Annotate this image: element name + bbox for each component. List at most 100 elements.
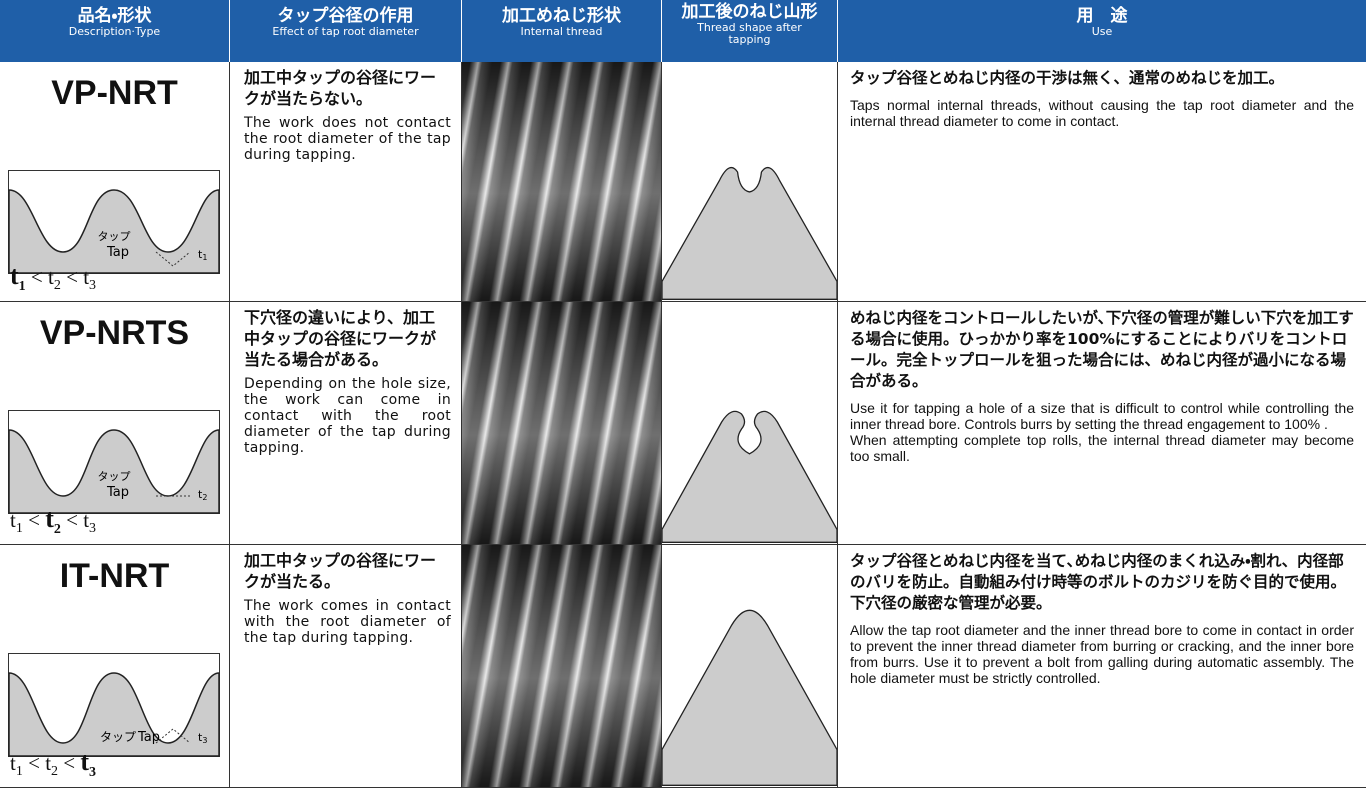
thread-photo [462, 302, 662, 544]
depth-sub: 1 [202, 253, 207, 262]
header-cell: 品名・形状 Description·Type [0, 0, 230, 62]
use-en: Use it for tapping a hole of a size that… [850, 400, 1354, 464]
tap-profile [8, 672, 220, 757]
operator: < [28, 750, 40, 775]
header-ja: 加工めねじ形状 [502, 6, 621, 26]
header-ja: タップ谷径の作用 [277, 6, 414, 26]
thread-shape [661, 166, 838, 300]
tap-diagram: タップ Tap t2 [8, 410, 220, 514]
term-sub: 1 [15, 764, 23, 779]
term-base: t [10, 750, 16, 775]
tap-ja: タップ [100, 730, 136, 744]
shape-cell [661, 62, 838, 301]
operator: < [28, 507, 40, 532]
tap-diagram: タップ Tap t1 [8, 170, 220, 274]
tap-profile [8, 429, 220, 514]
tap-en: Tap [137, 730, 160, 745]
shape-cell [661, 302, 838, 544]
thread-profile [661, 166, 838, 300]
use-ja: タップ谷径とめねじ内径を当て､めねじ内径のまくれ込み・割れ、内径部のバリを防止。… [850, 552, 1347, 612]
formula-term: t2 [48, 265, 61, 293]
header-en: Use [1091, 25, 1113, 38]
header-en: Effect of tap root diameter [272, 25, 419, 38]
effect-cell: 加工中タップの谷径にワークが当たる。 The work comes in con… [230, 545, 462, 787]
term-base: t [83, 507, 90, 532]
term-sub: 2 [53, 278, 61, 293]
product-name: VP-NRT [51, 74, 178, 112]
term-base: t [45, 503, 54, 533]
thread-photo [462, 62, 662, 301]
term-sub: 2 [51, 764, 59, 779]
type-cell: IT-NRT タップ Tap t3 t1 < t2 < t3 [0, 545, 230, 787]
depth-base: t [198, 731, 203, 744]
tap-en: Tap [106, 245, 129, 260]
depth-guide [155, 251, 191, 267]
header-ja: 加工後のねじ山形 [681, 2, 818, 22]
effect-cell: 加工中タップの谷径にワークが当たらない。 The work does not c… [230, 62, 462, 301]
tap-profile [8, 189, 220, 274]
term-sub: 3 [89, 765, 97, 780]
effect-ja: 下穴径の違いにより、加工中タップの谷径にワークが当たる場合がある。 [244, 308, 437, 369]
header-ja: 品名・形状 [77, 6, 152, 26]
table-row: IT-NRT タップ Tap t3 t1 < t2 < t3 加工中タップの谷径に… [0, 545, 1366, 788]
operator: < [66, 507, 78, 532]
thread-profile [661, 410, 838, 543]
formula: t1 < t2 < t3 [10, 261, 96, 295]
depth-label: t1 [198, 248, 207, 262]
effect-en: Depending on the hole size, the work can… [244, 376, 451, 456]
header-en: Thread shape after tapping [697, 21, 802, 46]
thread-photo [462, 545, 662, 787]
term-sub: 1 [18, 279, 26, 294]
formula-term: t3 [80, 747, 96, 780]
depth-base: t [198, 248, 203, 261]
depth-sub: 3 [202, 736, 207, 745]
table-row: VP-NRTS タップ Tap t2 t1 < t2 < t3 下穴径の違いにより… [0, 302, 1366, 545]
use-ja: タップ谷径とめねじ内径の干渉は無く、通常のめねじを加工。 [850, 69, 1285, 87]
formula-term: t1 [10, 260, 26, 294]
term-sub: 3 [89, 521, 97, 536]
formula-term: t2 [45, 503, 61, 537]
term-sub: 2 [53, 522, 61, 537]
term-base: t [83, 264, 90, 289]
tap-ja: タップ [98, 230, 131, 243]
effect-en: The work does not contact the root diame… [244, 115, 451, 163]
header-cell: 加工後のねじ山形 Thread shape after tapping [662, 0, 838, 62]
table-row: VP-NRT タップ Tap t1 t1 < t2 < t3 加工中タップの谷径に… [0, 62, 1366, 302]
formula: t1 < t2 < t3 [10, 504, 96, 538]
thread-shape [661, 609, 838, 786]
type-cell: VP-NRTS タップ Tap t2 t1 < t2 < t3 [0, 302, 230, 544]
effect-cell: 下穴径の違いにより、加工中タップの谷径にワークが当たる場合がある。 Depend… [230, 302, 462, 544]
header-ja: 用 途 [1076, 6, 1128, 26]
term-sub: 1 [15, 521, 23, 536]
header-cell: タップ谷径の作用 Effect of tap root diameter [230, 0, 462, 62]
tap-en: Tap [106, 485, 129, 500]
term-base: t [45, 750, 52, 775]
formula-term: t1 [10, 507, 23, 536]
formula-term: t3 [83, 264, 96, 293]
product-name: IT-NRT [59, 557, 170, 595]
formula-term: t2 [45, 750, 58, 779]
use-cell: タップ谷径とめねじ内径の干渉は無く、通常のめねじを加工。 Taps normal… [838, 62, 1366, 301]
term-base: t [10, 507, 16, 532]
depth-label: t2 [198, 488, 207, 502]
use-cell: めねじ内径をコントロールしたいが､下穴径の管理が難しい下穴を加工する場合に使用。… [838, 302, 1366, 544]
depth-label: t3 [198, 731, 207, 745]
use-ja: めねじ内径をコントロールしたいが､下穴径の管理が難しい下穴を加工する場合に使用。… [850, 309, 1354, 390]
header-en: Internal thread [520, 25, 603, 38]
formula: t1 < t2 < t3 [10, 747, 96, 781]
thread-profile [661, 609, 838, 786]
header-en: Description·Type [68, 25, 161, 38]
operator: < [63, 750, 76, 775]
formula-term: t3 [83, 507, 96, 536]
shape-cell [661, 545, 838, 787]
effect-ja: 加工中タップの谷径にワークが当たる。 [244, 551, 437, 591]
tap-ja: タップ [98, 470, 131, 483]
term-base: t [10, 260, 19, 290]
formula-term: t1 [10, 750, 23, 779]
effect-ja: 加工中タップの谷径にワークが当たらない。 [244, 68, 437, 108]
use-en: Taps normal internal threads, without ca… [850, 97, 1354, 129]
use-en: Allow the tap root diameter and the inne… [850, 622, 1354, 686]
operator: < [66, 264, 78, 289]
type-cell: VP-NRT タップ Tap t1 t1 < t2 < t3 [0, 62, 230, 301]
